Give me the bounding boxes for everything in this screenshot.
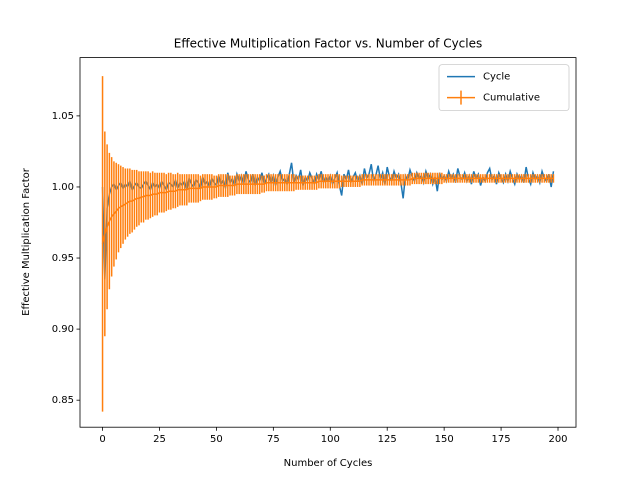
y-tick-label: 1.05: [52, 111, 74, 122]
legend-label: Cumulative: [483, 93, 540, 104]
x-tick-label: 100: [321, 434, 340, 445]
x-tick-label: 150: [435, 434, 454, 445]
legend-label: Cycle: [483, 72, 510, 83]
x-tick-label: 175: [492, 434, 511, 445]
x-tick-label: 125: [378, 434, 397, 445]
plot-frame: [79, 57, 577, 428]
y-tick-label: 1.00: [52, 182, 74, 193]
x-tick-label: 200: [548, 434, 567, 445]
chart-title: Effective Multiplication Factor vs. Numb…: [174, 37, 483, 51]
x-tick-label: 75: [267, 434, 280, 445]
x-tick-label: 25: [153, 434, 166, 445]
y-tick-label: 0.90: [52, 324, 74, 335]
y-axis-label: Effective Multiplication Factor: [21, 167, 32, 316]
x-axis-label: Number of Cycles: [284, 458, 373, 469]
y-tick-label: 0.85: [52, 395, 74, 406]
x-tick-label: 50: [210, 434, 223, 445]
plot-area: [101, 76, 555, 412]
x-tick-label: 0: [99, 434, 105, 445]
y-tick-label: 0.95: [52, 253, 74, 264]
